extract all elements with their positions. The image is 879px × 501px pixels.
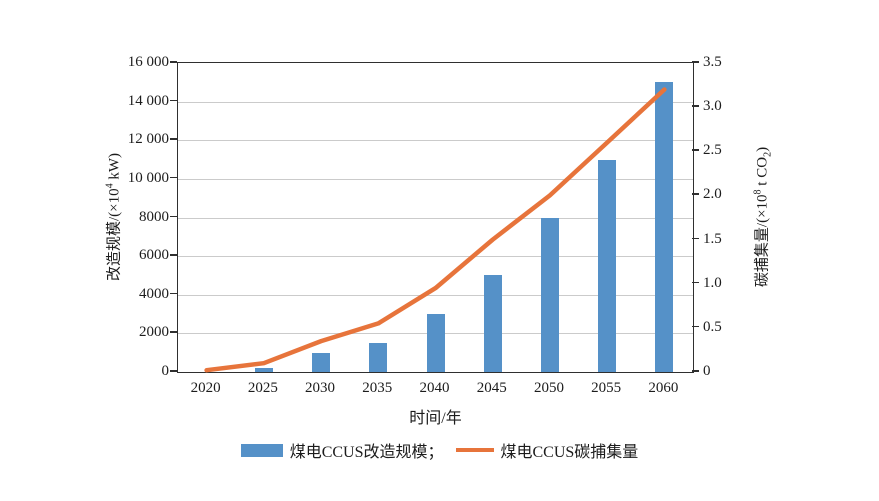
left-axis-tick-label: 4000: [139, 285, 169, 302]
right-axis-tickmark: [692, 61, 699, 63]
left-axis-tick-label: 2000: [139, 324, 169, 341]
line-series-layer: [204, 87, 667, 373]
x-axis-tick-label-2045: 2045: [476, 380, 507, 396]
bar-series-swatch-icon: [240, 443, 283, 457]
plot-area: [177, 62, 694, 373]
legend-line-label: 煤电CCUS碳捕集量: [500, 444, 639, 461]
legend-item-bar-series: 煤电CCUS改造规模；: [240, 438, 444, 462]
gridline: [178, 294, 693, 296]
left-axis-tick-label: 12 000: [127, 131, 169, 148]
left-axis-tick-label: 16 000: [127, 54, 169, 70]
left-axis-tickmark: [170, 61, 177, 63]
right-axis-tick-label: 3.5: [703, 54, 722, 70]
bar-2025: [254, 368, 273, 372]
right-axis-tick-label: 2.0: [703, 186, 722, 203]
right-axis-tick-label: 1.5: [703, 230, 722, 247]
left-axis-title: 改造规模/(×104 kW): [103, 153, 124, 281]
right-axis-tickmark: [692, 105, 699, 107]
left-axis-tickmark: [170, 370, 177, 372]
left-axis-tick-label: 6000: [139, 247, 169, 264]
right-axis-tickmark: [692, 281, 699, 284]
right-axis-tick-label: 0.5: [703, 318, 722, 335]
left-axis-tickmark: [170, 331, 177, 333]
legend-item-line-series: 煤电CCUS碳捕集量: [455, 438, 639, 462]
gridline: [178, 140, 693, 142]
x-axis-tick-label-2050: 2050: [533, 380, 564, 396]
right-axis-title-sub: 2: [762, 151, 774, 157]
right-axis-title-sup: 8: [752, 189, 764, 195]
right-axis-title-mid: t CO: [754, 156, 771, 190]
right-axis-title-text: 碳捕集量/(×10: [754, 194, 771, 288]
left-axis-title-suffix: kW): [106, 152, 123, 184]
left-axis-title-text: 改造规模/(×10: [106, 188, 123, 282]
left-axis-tick-label: 8000: [139, 208, 169, 225]
left-axis-tickmark: [170, 176, 177, 179]
bar-2050: [540, 217, 559, 372]
x-axis-title: 时间/年: [409, 410, 462, 427]
bar-2060: [655, 82, 674, 372]
right-axis-tickmark: [692, 149, 699, 151]
bar-2040: [426, 314, 445, 372]
right-axis-tick-label: 3.0: [703, 98, 722, 115]
right-axis-title-suffix: ): [754, 146, 771, 152]
x-axis-tick-label-2035: 2035: [362, 380, 393, 396]
left-axis-title-sup: 4: [104, 183, 116, 189]
x-axis-tick-label-2020: 2020: [190, 380, 221, 396]
right-axis-tickmark: [692, 193, 699, 195]
left-axis-tickmark: [170, 215, 177, 217]
bar-2045: [483, 275, 502, 372]
x-axis-tick-label-2025: 2025: [247, 380, 278, 396]
legend: 煤电CCUS改造规模； 煤电CCUS碳捕集量: [0, 438, 879, 462]
left-axis-tick-label: 0: [161, 363, 170, 379]
left-axis-tick-label: 14 000: [127, 92, 169, 109]
left-axis-tickmark: [170, 99, 177, 102]
bar-2030: [312, 352, 331, 372]
right-axis-tickmark: [692, 370, 699, 372]
left-axis-tick-label: 10 000: [127, 169, 169, 186]
left-axis-tickmark: [170, 292, 177, 295]
left-axis-tickmark: [170, 138, 177, 140]
line-series-swatch-icon: [455, 448, 494, 452]
gridline: [178, 178, 693, 180]
trend-line: [204, 87, 667, 373]
right-axis-tick-label: 1.0: [703, 274, 722, 291]
right-axis-tickmark: [692, 237, 699, 240]
right-axis-tick-label: 2.5: [703, 142, 722, 159]
x-axis-tick-label-2040: 2040: [419, 380, 450, 396]
x-axis-tick-label-2055: 2055: [591, 380, 622, 396]
gridline: [178, 217, 693, 219]
right-axis-title: 碳捕集量/(×108 t CO2): [751, 147, 774, 287]
legend-bar-label: 煤电CCUS改造规模；: [289, 444, 444, 461]
bar-2055: [598, 159, 617, 372]
gridline: [178, 101, 693, 103]
left-axis-tickmark: [170, 254, 177, 256]
x-axis-tick-label-2060: 2060: [648, 380, 679, 396]
bar-2035: [369, 343, 388, 372]
x-axis-tick-label-2030: 2030: [305, 380, 336, 396]
right-axis-tickmark: [692, 325, 699, 328]
right-axis-tick-label: 0: [703, 363, 711, 379]
gridline: [178, 256, 693, 258]
